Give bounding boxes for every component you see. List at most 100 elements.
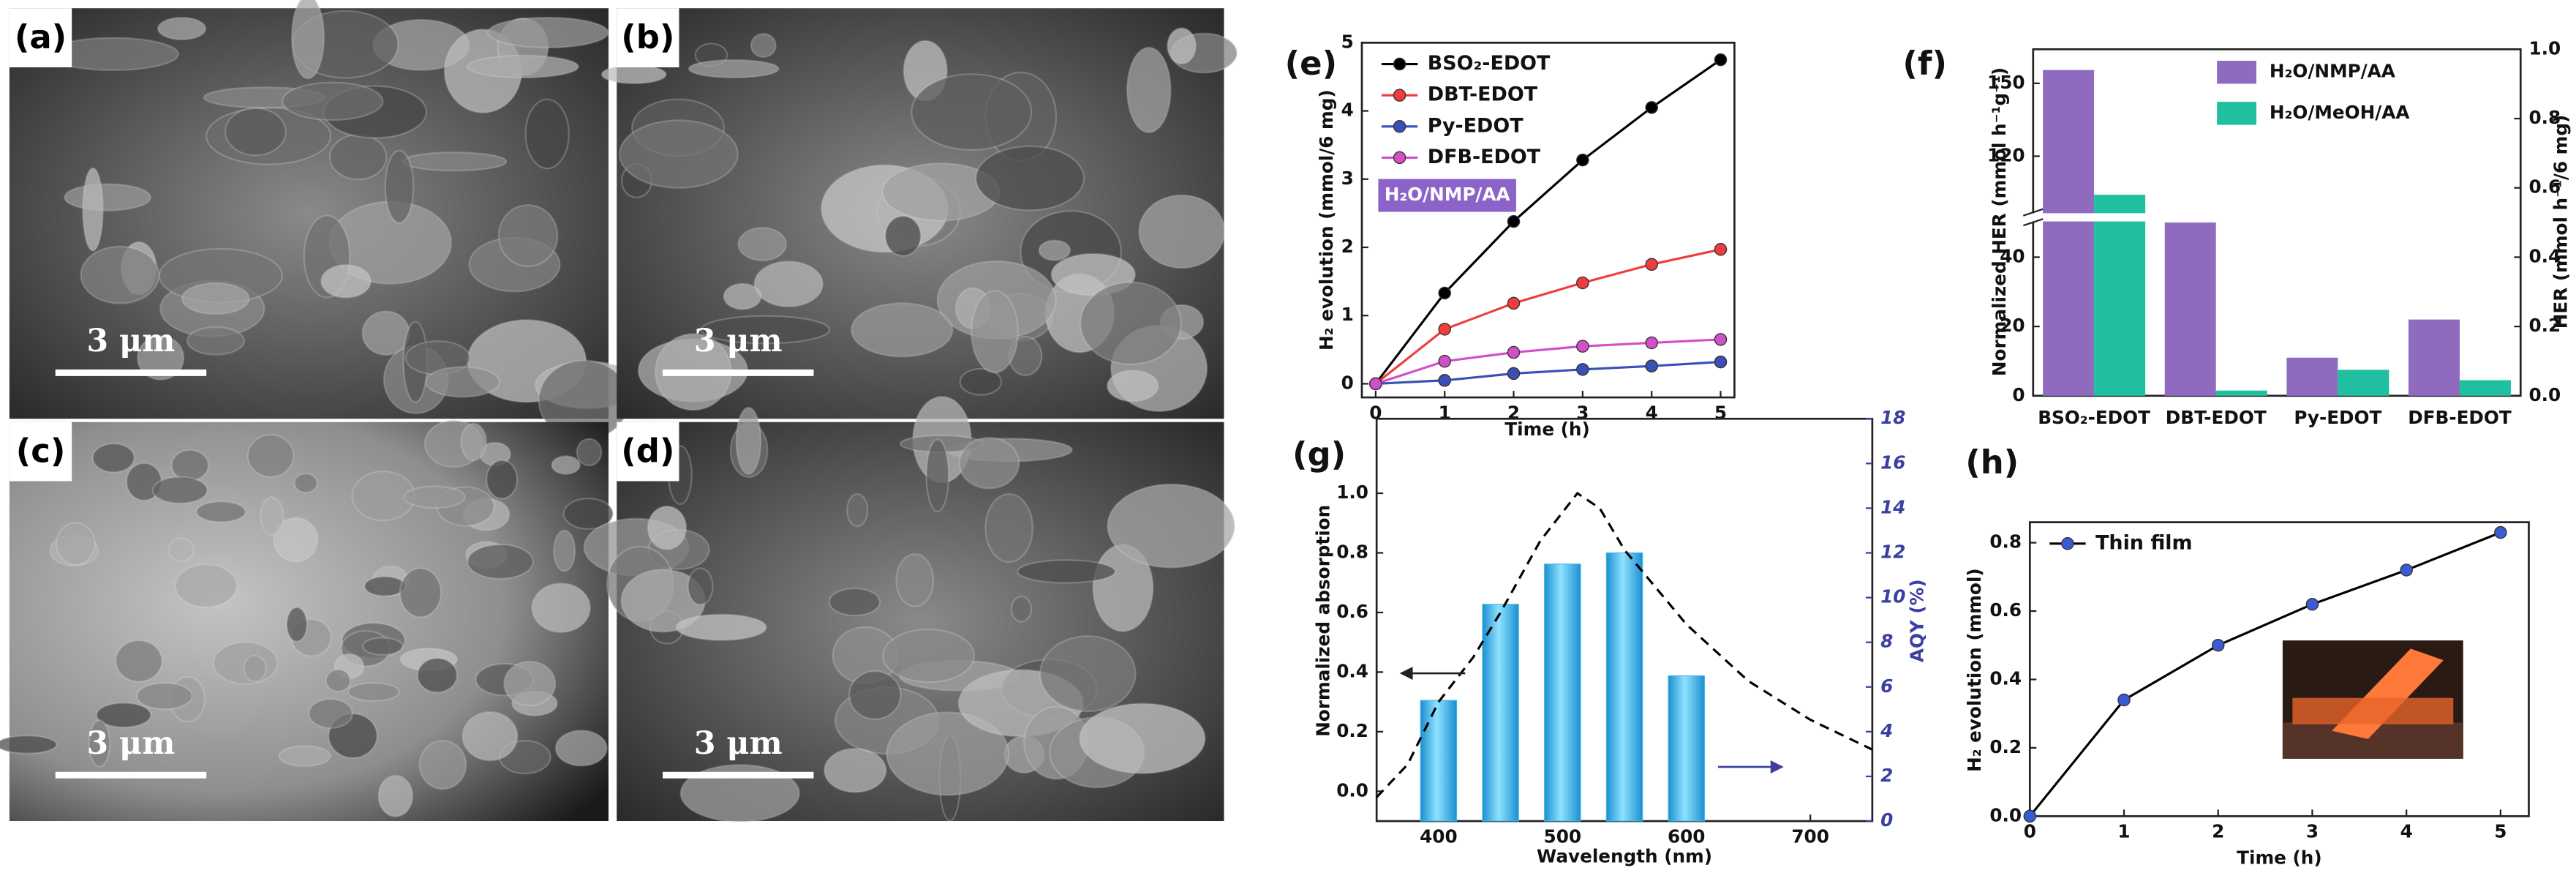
x-axis-label: Time (h) [1504,419,1589,440]
marker [1369,377,1382,391]
y2-tick-label: 10 [1880,586,1905,607]
legend-marker [1393,151,1406,165]
marker [2305,597,2319,611]
particle [273,517,319,563]
y-tick-label: 0.4 [1989,667,2022,689]
particle [224,107,287,157]
y2-tick-label: 8 [1880,631,1893,652]
legend-marker [1393,89,1406,102]
particle [416,657,458,694]
y2-tick-label: 0 [1880,809,1893,831]
particle [675,613,767,641]
x-tick-label: DBT-EDOT [2166,407,2267,428]
particle [959,367,1003,396]
legend-label: H₂O/MeOH/AA [2270,102,2410,123]
particle [82,167,104,252]
y-tick-label: 3 [1341,168,1354,189]
marker [1438,286,1451,300]
legend-label: BSO₂-EDOT [1428,52,1551,75]
particle [328,133,388,181]
y-tick-label: 120 [1987,144,2025,165]
legend-label: Py-EDOT [1428,114,1524,137]
series-line [1374,248,1721,385]
y2-tick-label: 4 [1880,720,1893,741]
series-line [2029,531,2501,817]
particle [737,227,787,261]
marker [1507,214,1521,228]
scale-bar-label: 3 μm [694,725,783,762]
particle [531,583,591,633]
particle [425,366,500,398]
annotation: H₂O/NMP/AA [1385,184,1510,205]
bar [2043,70,2095,396]
marker [1507,367,1521,381]
particle [88,719,111,768]
bar [2408,319,2460,396]
particle [293,473,318,494]
x-axis-label: Wavelength (nm) [1537,845,1712,866]
particle [151,476,208,505]
y-tick-label: 5 [1341,31,1354,52]
particle [246,433,295,478]
inset-photo [2282,640,2463,759]
y2-tick-label: 14 [1880,496,1905,517]
x-tick-label: BSO₂-EDOT [2038,407,2150,428]
particle [846,493,869,528]
particle [1138,194,1226,269]
y-tick-label: 20 [2000,315,2025,336]
particle [403,485,466,509]
marker [1714,53,1728,67]
y2-tick-label: 2 [1880,765,1893,786]
particle [497,204,559,268]
x-tick-label: 5 [2494,821,2507,842]
particle [384,149,415,224]
particle [195,501,246,523]
particle [828,587,881,617]
particle [1107,370,1159,402]
particle [399,567,442,618]
y-tick-label: 1.0 [1336,482,1368,503]
legend-marker [1393,120,1406,133]
particle [884,215,922,257]
x-axis-label: Time (h) [2237,847,2321,869]
x-tick-label: 4 [2400,821,2413,842]
x-tick-label: 500 [1544,825,1582,847]
particle [851,302,954,358]
particle [554,730,608,767]
particle [688,59,780,79]
x-tick-label: 700 [1791,825,1829,847]
legend-label: H₂O/NMP/AA [2270,61,2395,82]
panel-label: (c) [16,431,66,470]
particle [958,437,1020,490]
y-tick-label: 0.0 [1989,804,2022,825]
particle [882,628,976,684]
particle [524,98,570,170]
chart: (g) 0.0 0.2 0.4 0.6 0.8 1.0 0 2 4 6 8 10 12 14 16 18 400 5… [1292,407,1928,866]
particle [1010,595,1033,623]
series-line [1375,338,1721,385]
marker [1645,336,1658,350]
particle [975,145,1085,211]
scale-bar-label: 3 μm [87,725,176,762]
bar [2338,370,2389,396]
y-tick-label: 0.0 [1336,779,1368,801]
marker [1576,363,1589,376]
y-tick-label: 0.4 [1336,660,1368,681]
particle [576,438,603,467]
particle [135,682,193,711]
x-tick-label: 4 [1646,402,1658,423]
x-tick-label: 1 [1439,402,1451,423]
marker [2211,638,2225,652]
particle [56,522,96,566]
particle [137,335,185,381]
marker [1438,354,1451,368]
marker [1576,340,1589,353]
particle [181,282,250,315]
particle [735,406,762,475]
particle [486,459,519,500]
particle [1107,483,1236,569]
particle [170,449,210,482]
